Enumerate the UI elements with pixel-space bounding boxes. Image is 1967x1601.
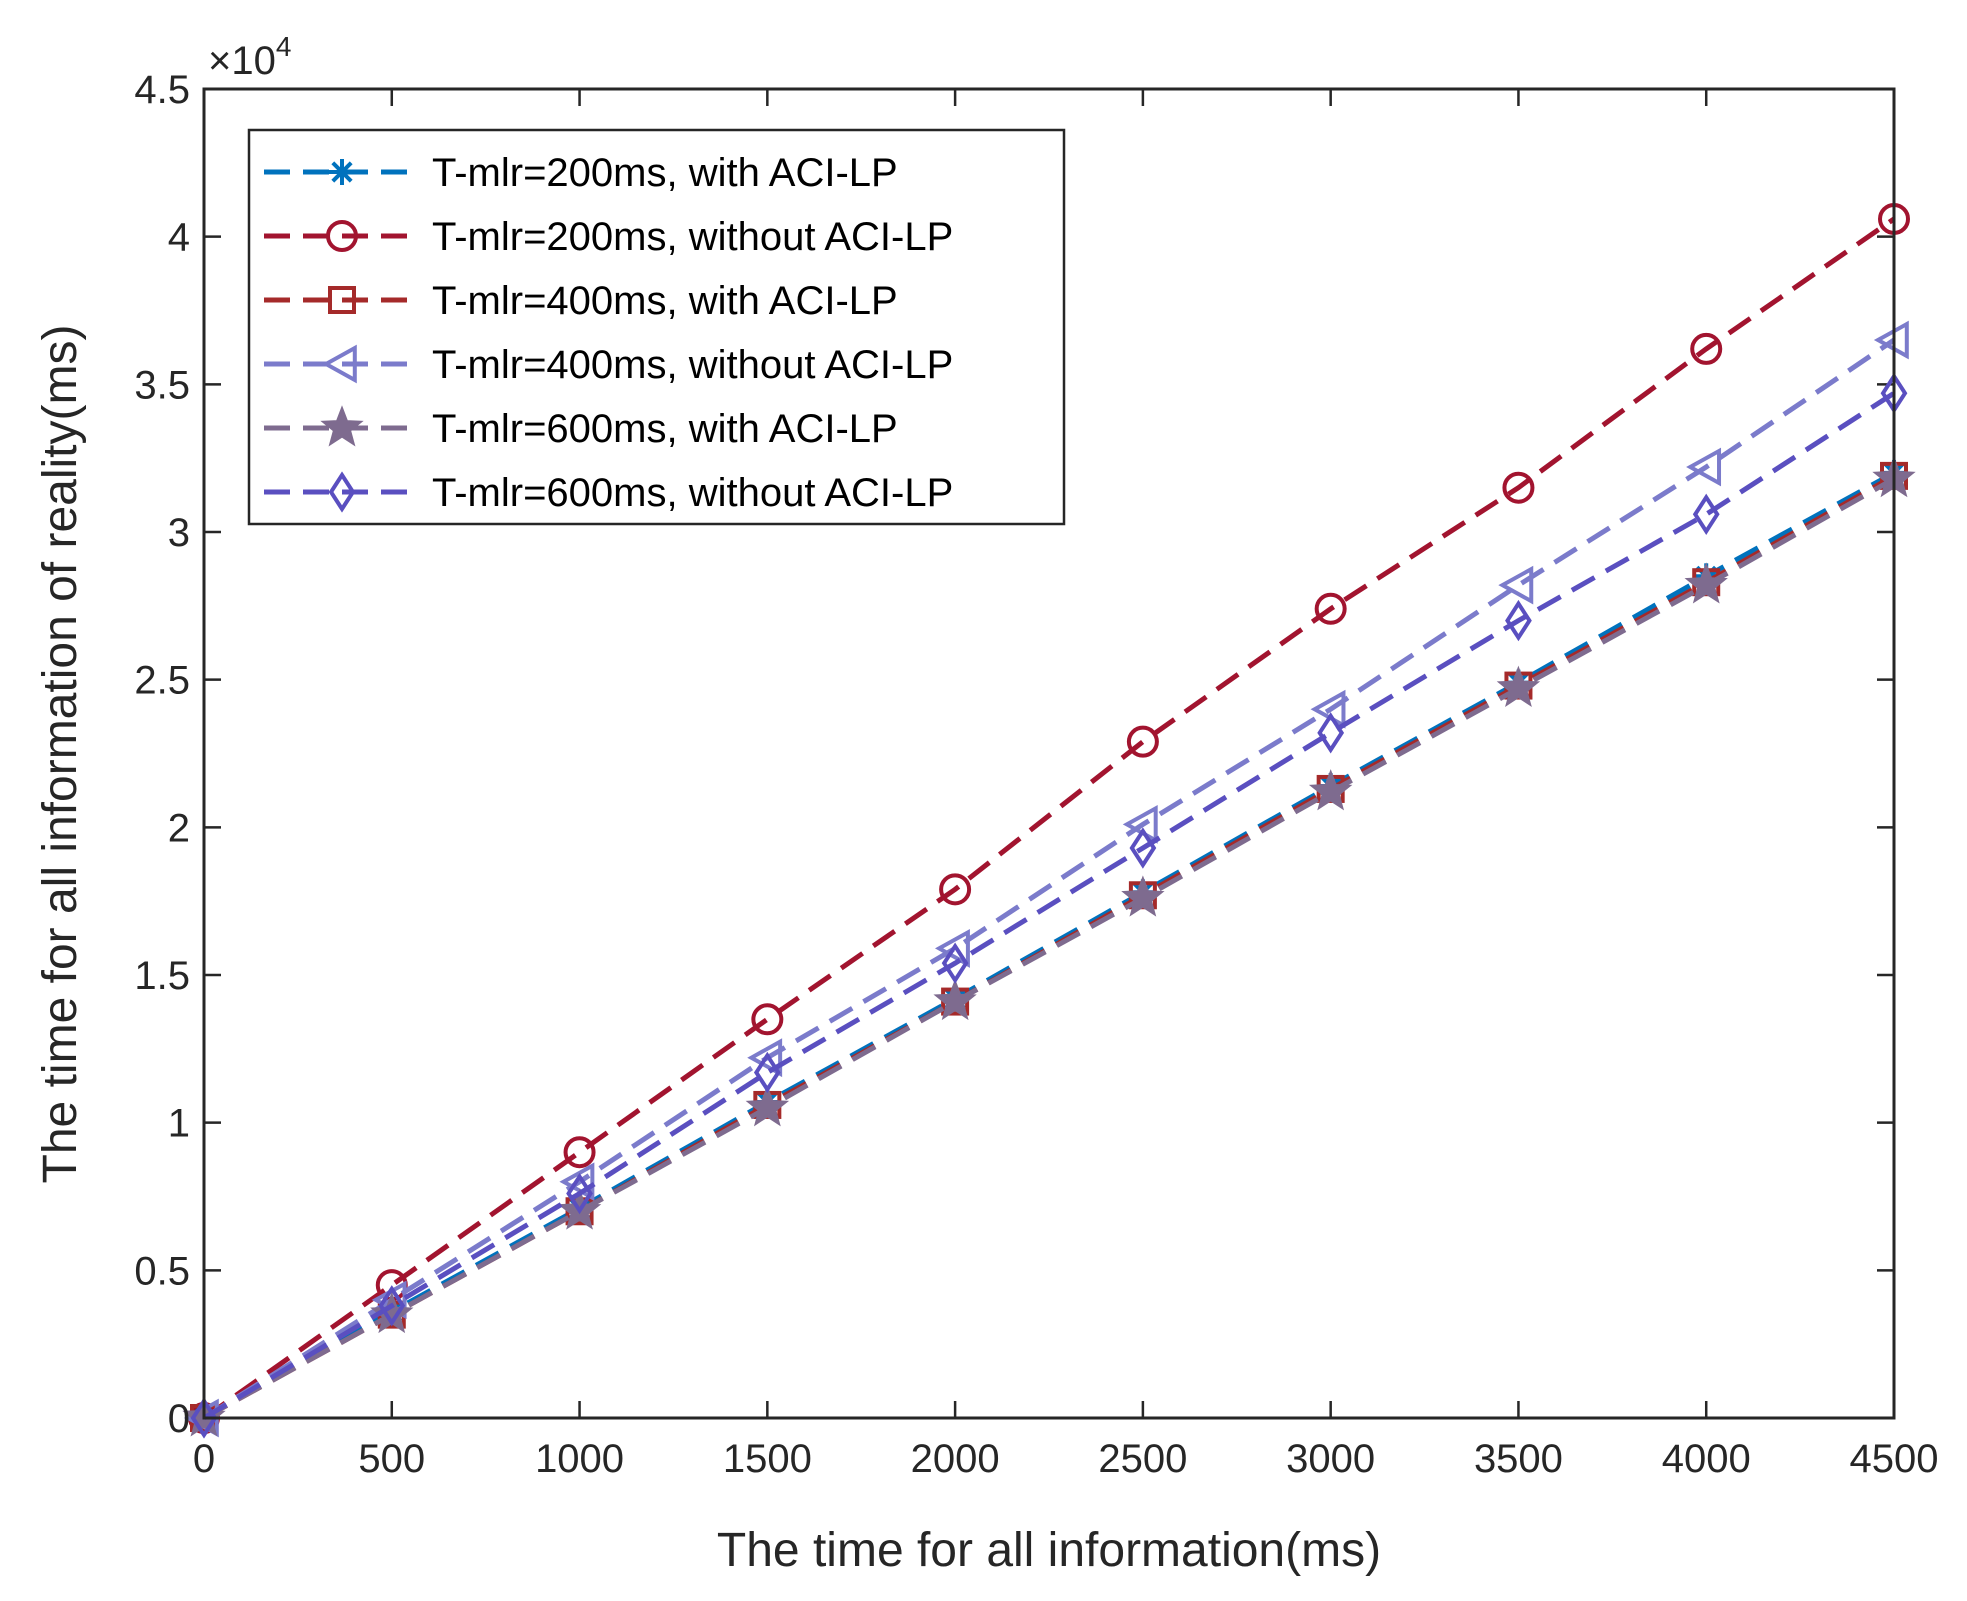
x-tick-labels: 0 500 1000 1500 2000 2500 3000 3500 4000 4500 [193,1437,1939,1481]
data-point-pentagram [1496,665,1541,707]
data-point-pentagram [933,978,977,1021]
legend-label: T-mlr=600ms, without ACI-LP [432,471,953,515]
x-axis-label: The time for all information(ms) [717,1524,1381,1577]
data-point-pentagram [1121,875,1165,917]
legend-label: T-mlr=400ms, with ACI-LP [432,279,898,323]
legend-item: T-mlr=400ms, without ACI-LP [264,343,953,387]
y-exponent-label: ×104 [208,31,291,83]
data-point-pentagram [745,1085,790,1127]
x-tick-label: 2000 [911,1437,1000,1481]
x-tick-label: 1000 [535,1437,624,1481]
series-line [202,216,1896,1421]
legend-marker-asterisk [329,159,355,185]
x-tick-label: 0 [193,1437,215,1481]
y-tick-labels: 0 0.5 1 1.5 2 2.5 3 3.5 4 4.5 [134,68,190,1441]
data-point-circle [1314,592,1347,625]
legend-marker-diamond [328,471,356,513]
legend-item: T-mlr=200ms, with ACI-LP [264,151,898,195]
x-tick-label: 3000 [1286,1437,1375,1481]
data-point-diamond [190,1397,218,1439]
data-point-triangle-left [934,929,970,968]
data-point-triangle-left [747,1038,783,1078]
y-tick-label: 0 [168,1397,190,1441]
series-line [202,337,1896,1421]
legend-marker-square [328,286,356,314]
data-point-diamond [753,1051,781,1094]
x-tick-label: 1500 [723,1437,812,1481]
y-tick-label: 1.5 [134,954,190,998]
legend-item: T-mlr=600ms, without ACI-LP [264,471,953,515]
legend-label: T-mlr=400ms, without ACI-LP [432,343,953,387]
legend-item: T-mlr=400ms, with ACI-LP [264,279,898,323]
legend-marker-circle [326,220,358,252]
legend-item: T-mlr=200ms, without ACI-LP [264,215,953,259]
series-line [202,391,1896,1421]
legend-item: T-mlr=600ms, with ACI-LP [264,405,898,451]
legend-marker-pentagram [320,405,364,447]
data-point-triangle-left [1686,447,1722,487]
data-point-diamond [1692,493,1720,535]
data-point-diamond [1317,712,1345,754]
data-point-circle [563,1136,596,1169]
y-axis-label: The time for all information of reality(… [34,325,87,1184]
legend-label: T-mlr=200ms, without ACI-LP [432,215,953,259]
data-point-diamond [1129,827,1157,869]
legend-box [247,128,1066,526]
y-tick-label: 2.5 [134,659,190,703]
series-2 [188,202,1910,1434]
x-tick-label: 4500 [1850,1437,1939,1481]
y-tick-label: 2 [168,806,190,850]
series-line [202,470,1896,1421]
x-tick-label: 3500 [1474,1437,1563,1481]
data-point-diamond [1505,599,1532,642]
legend-marker-triangle-left [321,344,357,384]
x-tick-label: 2500 [1098,1437,1187,1481]
x-tick-label: 4000 [1662,1437,1751,1481]
data-point-triangle-left [559,1162,595,1202]
data-point-circle [939,873,972,906]
data-point-circle [1502,471,1535,504]
y-tick-label: 3.5 [134,363,190,407]
data-point-circle [1690,332,1723,365]
data-point-pentagram [1308,769,1353,811]
y-tick-label: 0.5 [134,1249,190,1293]
y-tick-label: 4.5 [134,68,190,112]
x-tick-label: 500 [358,1437,425,1481]
y-tick-label: 3 [168,511,190,555]
y-tick-label: 1 [168,1102,190,1146]
data-point-circle [1126,725,1159,758]
legend: T-mlr=200ms, with ACI-LP T-mlr=200ms, wit… [247,128,1066,526]
data-point-triangle-left [1873,320,1909,360]
y-tick-label: 4 [168,216,190,260]
series-6 [190,372,1908,1439]
plot-area-border [202,87,1896,1420]
data-point-diamond [378,1285,406,1327]
legend-marker-asterisk-stroke [331,161,353,183]
y-exponent-power: 4 [276,31,292,62]
legend-label: T-mlr=600ms, with ACI-LP [432,407,898,451]
data-point-triangle-left [1498,565,1534,605]
series-line [202,476,1896,1421]
data-point-diamond [941,942,969,984]
data-point-diamond [566,1172,593,1215]
data-point-circle [751,1003,784,1036]
data-point-pentagram [1684,562,1728,604]
legend-label: T-mlr=200ms, with ACI-LP [432,151,898,195]
